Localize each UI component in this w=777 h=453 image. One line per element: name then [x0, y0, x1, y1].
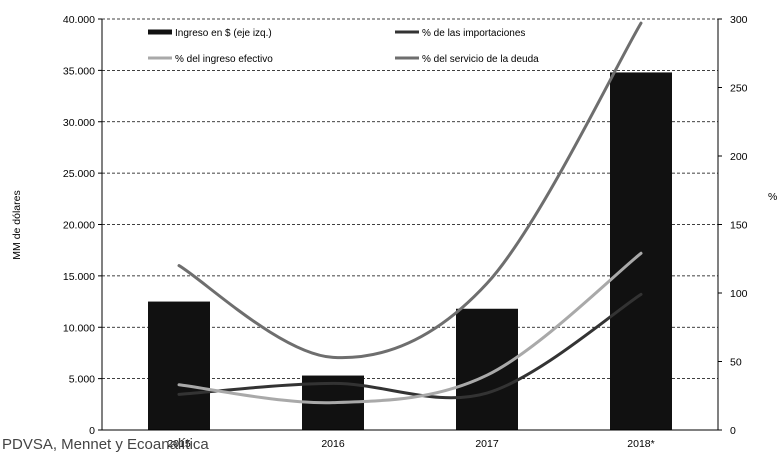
bar-2018*	[610, 72, 672, 431]
right-axis-ticks: 0 50 100 150 200 250 300	[718, 14, 748, 437]
bar-2017	[456, 308, 518, 430]
x-tick-label: 2018*	[627, 438, 654, 450]
line-% del ingreso efectivo	[177, 251, 643, 405]
x-tick-label: 2017	[475, 438, 499, 450]
left-tick-label: 10.000	[63, 322, 95, 334]
left-axis-ticks: 0 5.000 10.000 15.000 20.000 25.000 30.000 35.0…	[63, 14, 102, 437]
left-tick-label: 25.000	[63, 168, 95, 180]
right-tick-label: 0	[730, 425, 736, 437]
right-tick-label: 100	[730, 288, 748, 300]
left-tick-label: 30.000	[63, 117, 95, 129]
right-axis-title: %	[768, 191, 777, 203]
left-tick-label: 40.000	[63, 14, 95, 26]
right-tick-label: 50	[730, 357, 742, 369]
line-% de las importaciones	[177, 292, 643, 400]
left-tick-label: 35.000	[63, 65, 95, 77]
right-tick-label: 300	[730, 14, 748, 26]
bars	[148, 72, 672, 431]
right-tick-label: 200	[730, 151, 748, 163]
x-axis-ticks: 2015 2016 2017 2018*	[167, 438, 654, 450]
legend-label: Ingreso en $ (eje izq.)	[175, 28, 272, 39]
legend-label: % del ingreso efectivo	[175, 54, 273, 65]
legend-label: % de las importaciones	[422, 28, 525, 39]
bar-2015	[148, 301, 210, 430]
series-lines	[177, 21, 643, 405]
left-tick-label: 0	[89, 425, 95, 437]
left-tick-label: 5.000	[69, 374, 95, 386]
right-tick-label: 250	[730, 83, 748, 95]
left-tick-label: 15.000	[63, 271, 95, 283]
line-% del servicio de la deuda	[177, 21, 643, 360]
left-tick-label: 20.000	[63, 220, 95, 232]
x-tick-label: 2015	[167, 438, 191, 450]
legend-label: % del servicio de la deuda	[422, 54, 539, 65]
legend: Ingreso en $ (eje izq.) % de las importac…	[148, 28, 539, 65]
x-tick-label: 2016	[321, 438, 345, 450]
source-note: PDVSA, Mennet y Ecoanalítica	[2, 436, 209, 453]
left-axis-title: MM de dólares	[11, 190, 23, 259]
right-tick-label: 150	[730, 220, 748, 232]
